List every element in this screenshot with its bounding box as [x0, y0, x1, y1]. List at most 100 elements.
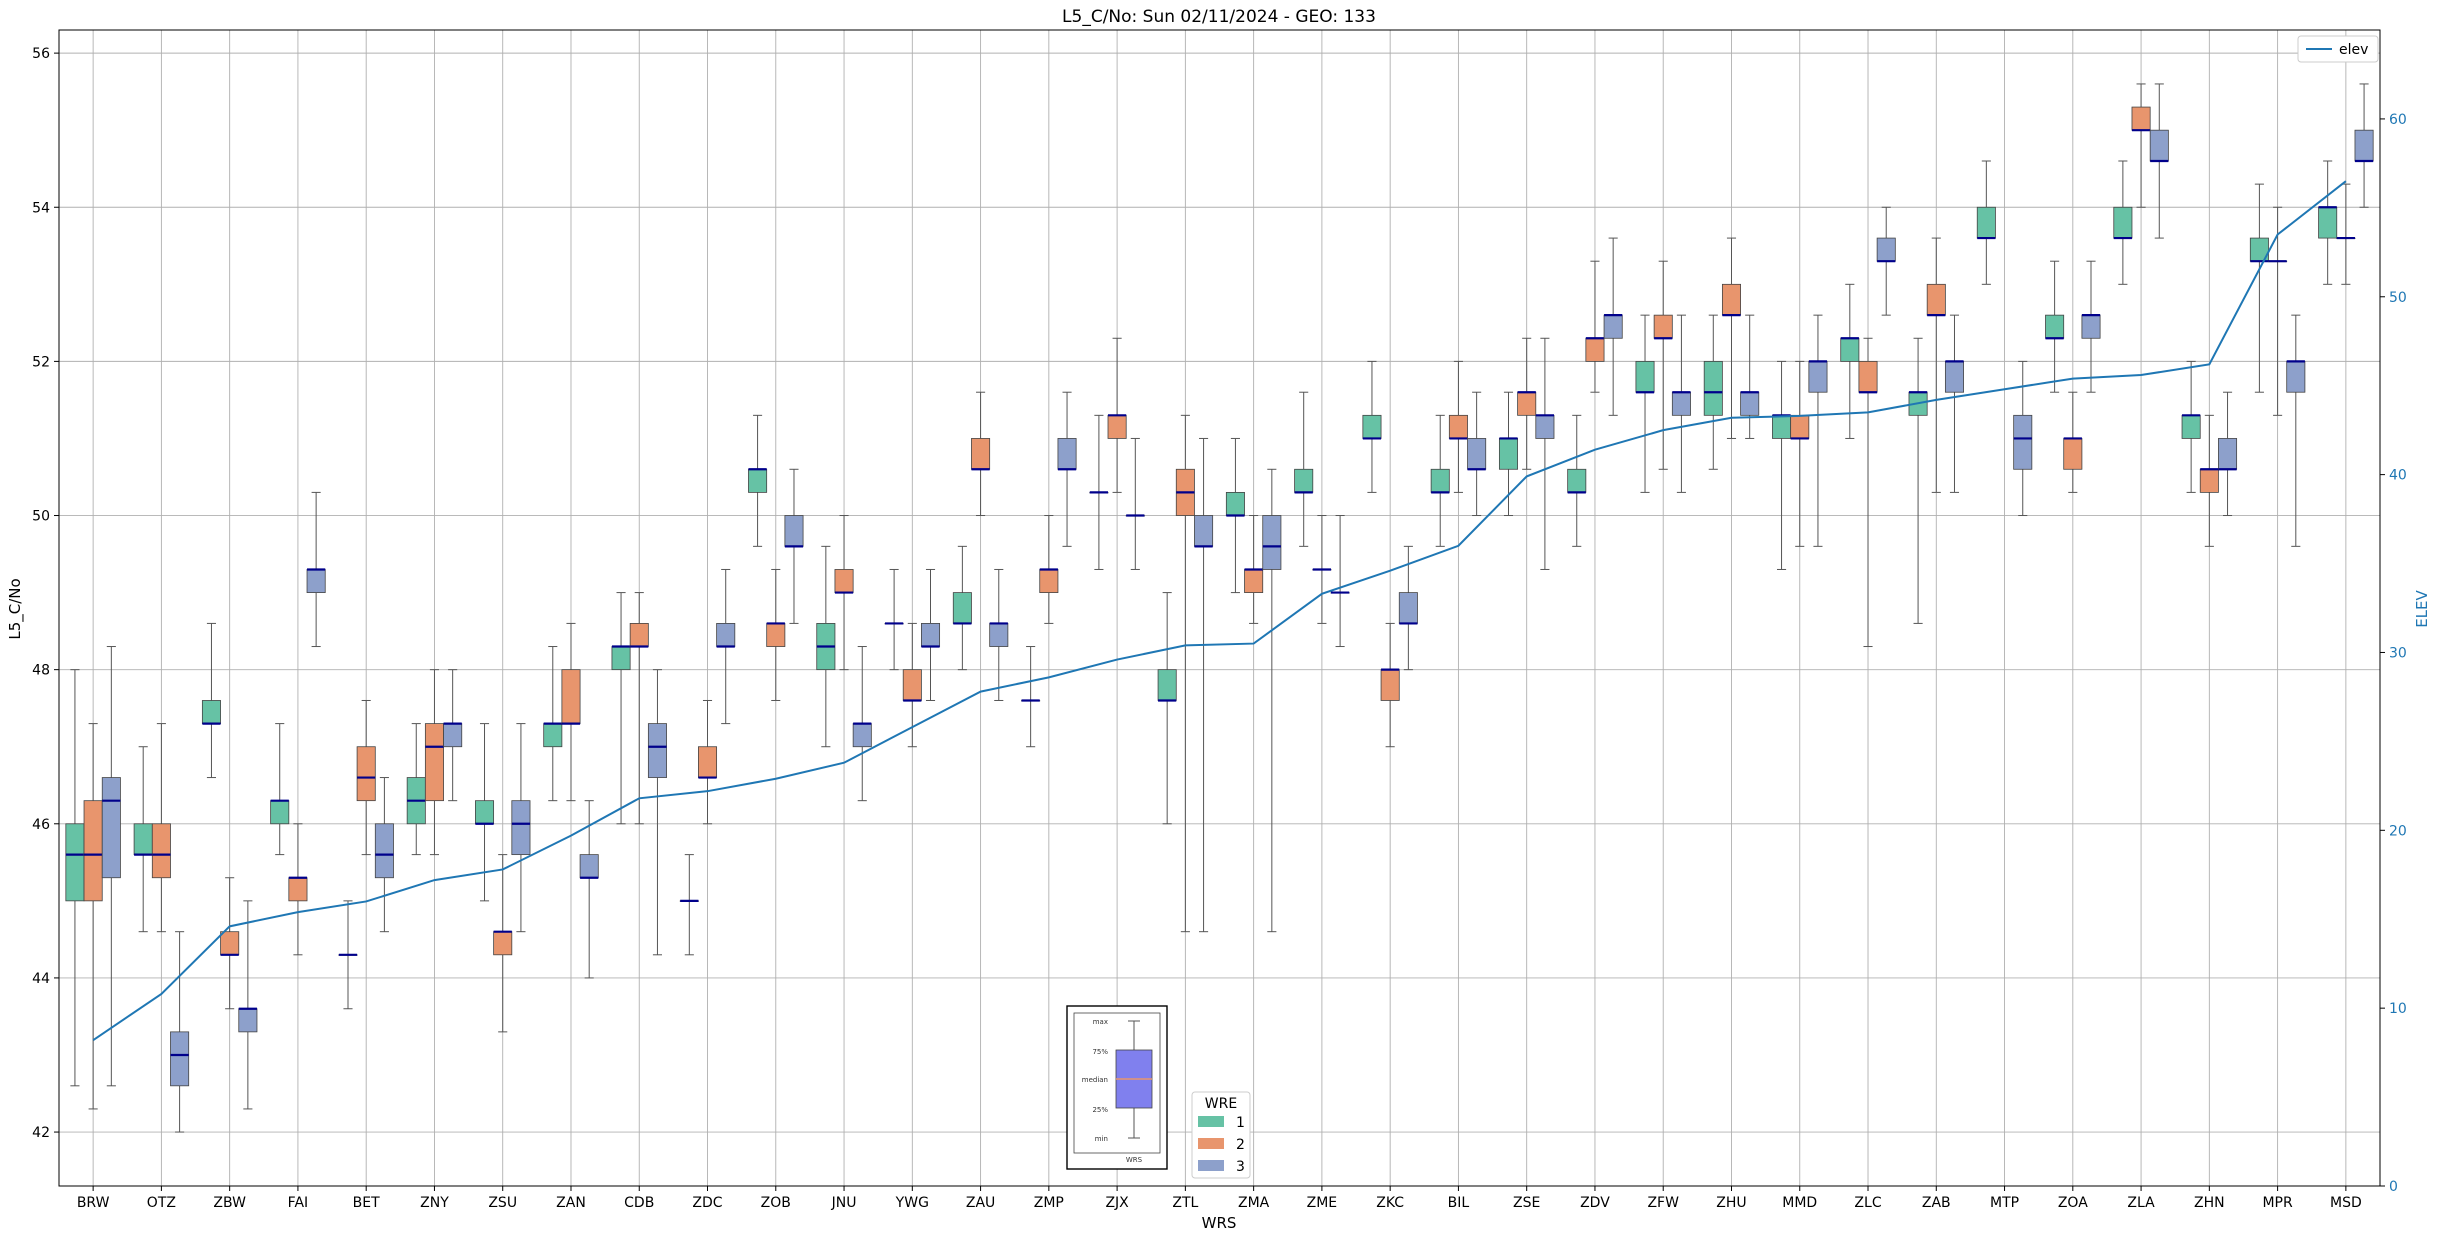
- x-tick-label: ZNY: [420, 1195, 449, 1211]
- box-wre-2: [1858, 360, 1878, 393]
- y2-tick-label: 0: [2389, 1179, 2398, 1195]
- box-wre-2: [220, 931, 240, 956]
- x-tick-label: ZHN: [2194, 1195, 2225, 1211]
- box-wre-3: [989, 623, 1009, 647]
- box-wre-1: [611, 646, 631, 671]
- box-wre-3: [784, 515, 804, 547]
- elev-legend-label: elev: [2339, 42, 2368, 58]
- elev-legend: elev: [2297, 35, 2379, 63]
- box-wre-3: [238, 1008, 258, 1033]
- y-axis-label: L5_C/No: [6, 578, 25, 639]
- box-wre-3: [2218, 438, 2238, 470]
- x-tick-label: FAI: [288, 1195, 308, 1211]
- box-wre-1: [2045, 314, 2065, 339]
- box-wre-1: [952, 592, 972, 624]
- box-wre-3: [1535, 414, 1555, 439]
- y-tick-label: 48: [32, 663, 50, 679]
- x-tick-label: MSD: [2330, 1195, 2362, 1211]
- boxplot-key-inset: max 75% median 25% min WRS: [1066, 1005, 1168, 1170]
- box-wre-3: [1057, 438, 1077, 470]
- box-wre-2: [834, 569, 854, 593]
- x-axis-label: WRS: [1202, 1214, 1237, 1232]
- box-wre-2: [698, 746, 718, 778]
- box-wre-2: [288, 877, 308, 902]
- box-wre-2: [1107, 414, 1127, 439]
- x-tick-label: ZFW: [1647, 1195, 1679, 1211]
- y2-tick-label: 50: [2389, 290, 2407, 306]
- box-wre-3: [1671, 391, 1691, 416]
- x-tick-label: BIL: [1448, 1195, 1470, 1211]
- y-tick-label: 46: [32, 817, 50, 833]
- box-wre-2: [1517, 391, 1537, 416]
- box-wre-3: [716, 623, 736, 647]
- x-tick-label: OTZ: [147, 1195, 176, 1211]
- y2-tick-label: 20: [2389, 823, 2407, 839]
- box-wre-3: [1467, 438, 1487, 470]
- box-wre-2: [629, 623, 649, 647]
- box-wre-2: [2063, 438, 2083, 470]
- x-tick-label: ZSU: [488, 1195, 517, 1211]
- y-tick-label: 44: [32, 971, 50, 987]
- wre-legend-title: WRE: [1205, 1096, 1237, 1112]
- x-tick-label: MMD: [1782, 1195, 1817, 1211]
- box-wre-3: [443, 723, 463, 748]
- box-wre-2: [1244, 569, 1264, 593]
- box-wre-2: [1039, 569, 1059, 593]
- x-tick-label: BET: [353, 1195, 380, 1211]
- box-wre-3: [852, 723, 872, 748]
- inset-label-q1: 25%: [1092, 1106, 1108, 1114]
- x-tick-label: YWG: [895, 1195, 929, 1211]
- x-tick-label: MTP: [1990, 1195, 2019, 1211]
- x-tick-label: ZHU: [1716, 1195, 1746, 1211]
- x-tick-label: ZSE: [1513, 1195, 1540, 1211]
- wre-legend-swatch-3: [1198, 1160, 1224, 1171]
- box-wre-2: [1448, 414, 1468, 439]
- box-wre-1: [201, 700, 221, 724]
- x-tick-label: ZLA: [2127, 1195, 2155, 1211]
- box-wre-1: [748, 468, 768, 493]
- inset-label-max: max: [1093, 1018, 1108, 1026]
- box-wre-2: [493, 931, 513, 956]
- box-wre-3: [2286, 360, 2306, 393]
- box-wre-1: [1498, 438, 1518, 470]
- y2-tick-label: 40: [2389, 468, 2407, 484]
- y2-tick-label: 10: [2389, 1001, 2407, 1017]
- box-wre-1: [270, 800, 290, 825]
- x-tick-label: ZAU: [966, 1195, 995, 1211]
- box-wre-1: [1840, 337, 1860, 362]
- x-tick-label: ZDC: [692, 1195, 722, 1211]
- x-tick-label: ZOB: [761, 1195, 791, 1211]
- x-tick-label: ZKC: [1376, 1195, 1404, 1211]
- box-wre-3: [1808, 360, 1828, 393]
- y-tick-label: 42: [32, 1125, 50, 1141]
- elevation-line-layer: [92, 180, 2347, 1041]
- box-wre-3: [647, 723, 667, 778]
- box-wre-3: [306, 569, 326, 593]
- box-wre-3: [1876, 237, 1896, 262]
- wre-legend-label-2: 2: [1236, 1137, 1245, 1153]
- wre-legend-frame: [1191, 1091, 1251, 1179]
- box-wre-2: [902, 669, 922, 701]
- box-wre-1: [2113, 206, 2133, 239]
- box-wre-3: [1740, 391, 1760, 416]
- plot-frame: [58, 29, 2381, 1187]
- x-tick-label: BRW: [77, 1195, 110, 1211]
- box-wre-1: [133, 823, 153, 856]
- x-tick-label: ZJX: [1105, 1195, 1129, 1211]
- inset-label-median: median: [1082, 1076, 1108, 1084]
- box-wre-1: [1430, 468, 1450, 493]
- box-wre-1: [543, 723, 563, 748]
- box-wre-3: [101, 777, 121, 879]
- box-wre-1: [475, 800, 495, 825]
- box-wre-2: [424, 723, 444, 802]
- x-tick-label: ZME: [1307, 1195, 1338, 1211]
- y2-axis-label: ELEV: [2413, 589, 2431, 627]
- axes: BRW OTZ ZBW FAI BET ZNY ZSU ZAN CDB ZDC ZOB JNU YWG Z…: [32, 46, 2407, 1211]
- y2-tick-label: 60: [2389, 112, 2407, 128]
- chart-title: L5_C/No: Sun 02/11/2024 - GEO: 133: [1062, 7, 1376, 27]
- box-wre-3: [1262, 515, 1282, 570]
- box-wre-3: [2013, 414, 2033, 470]
- box-wre-2: [2199, 468, 2219, 493]
